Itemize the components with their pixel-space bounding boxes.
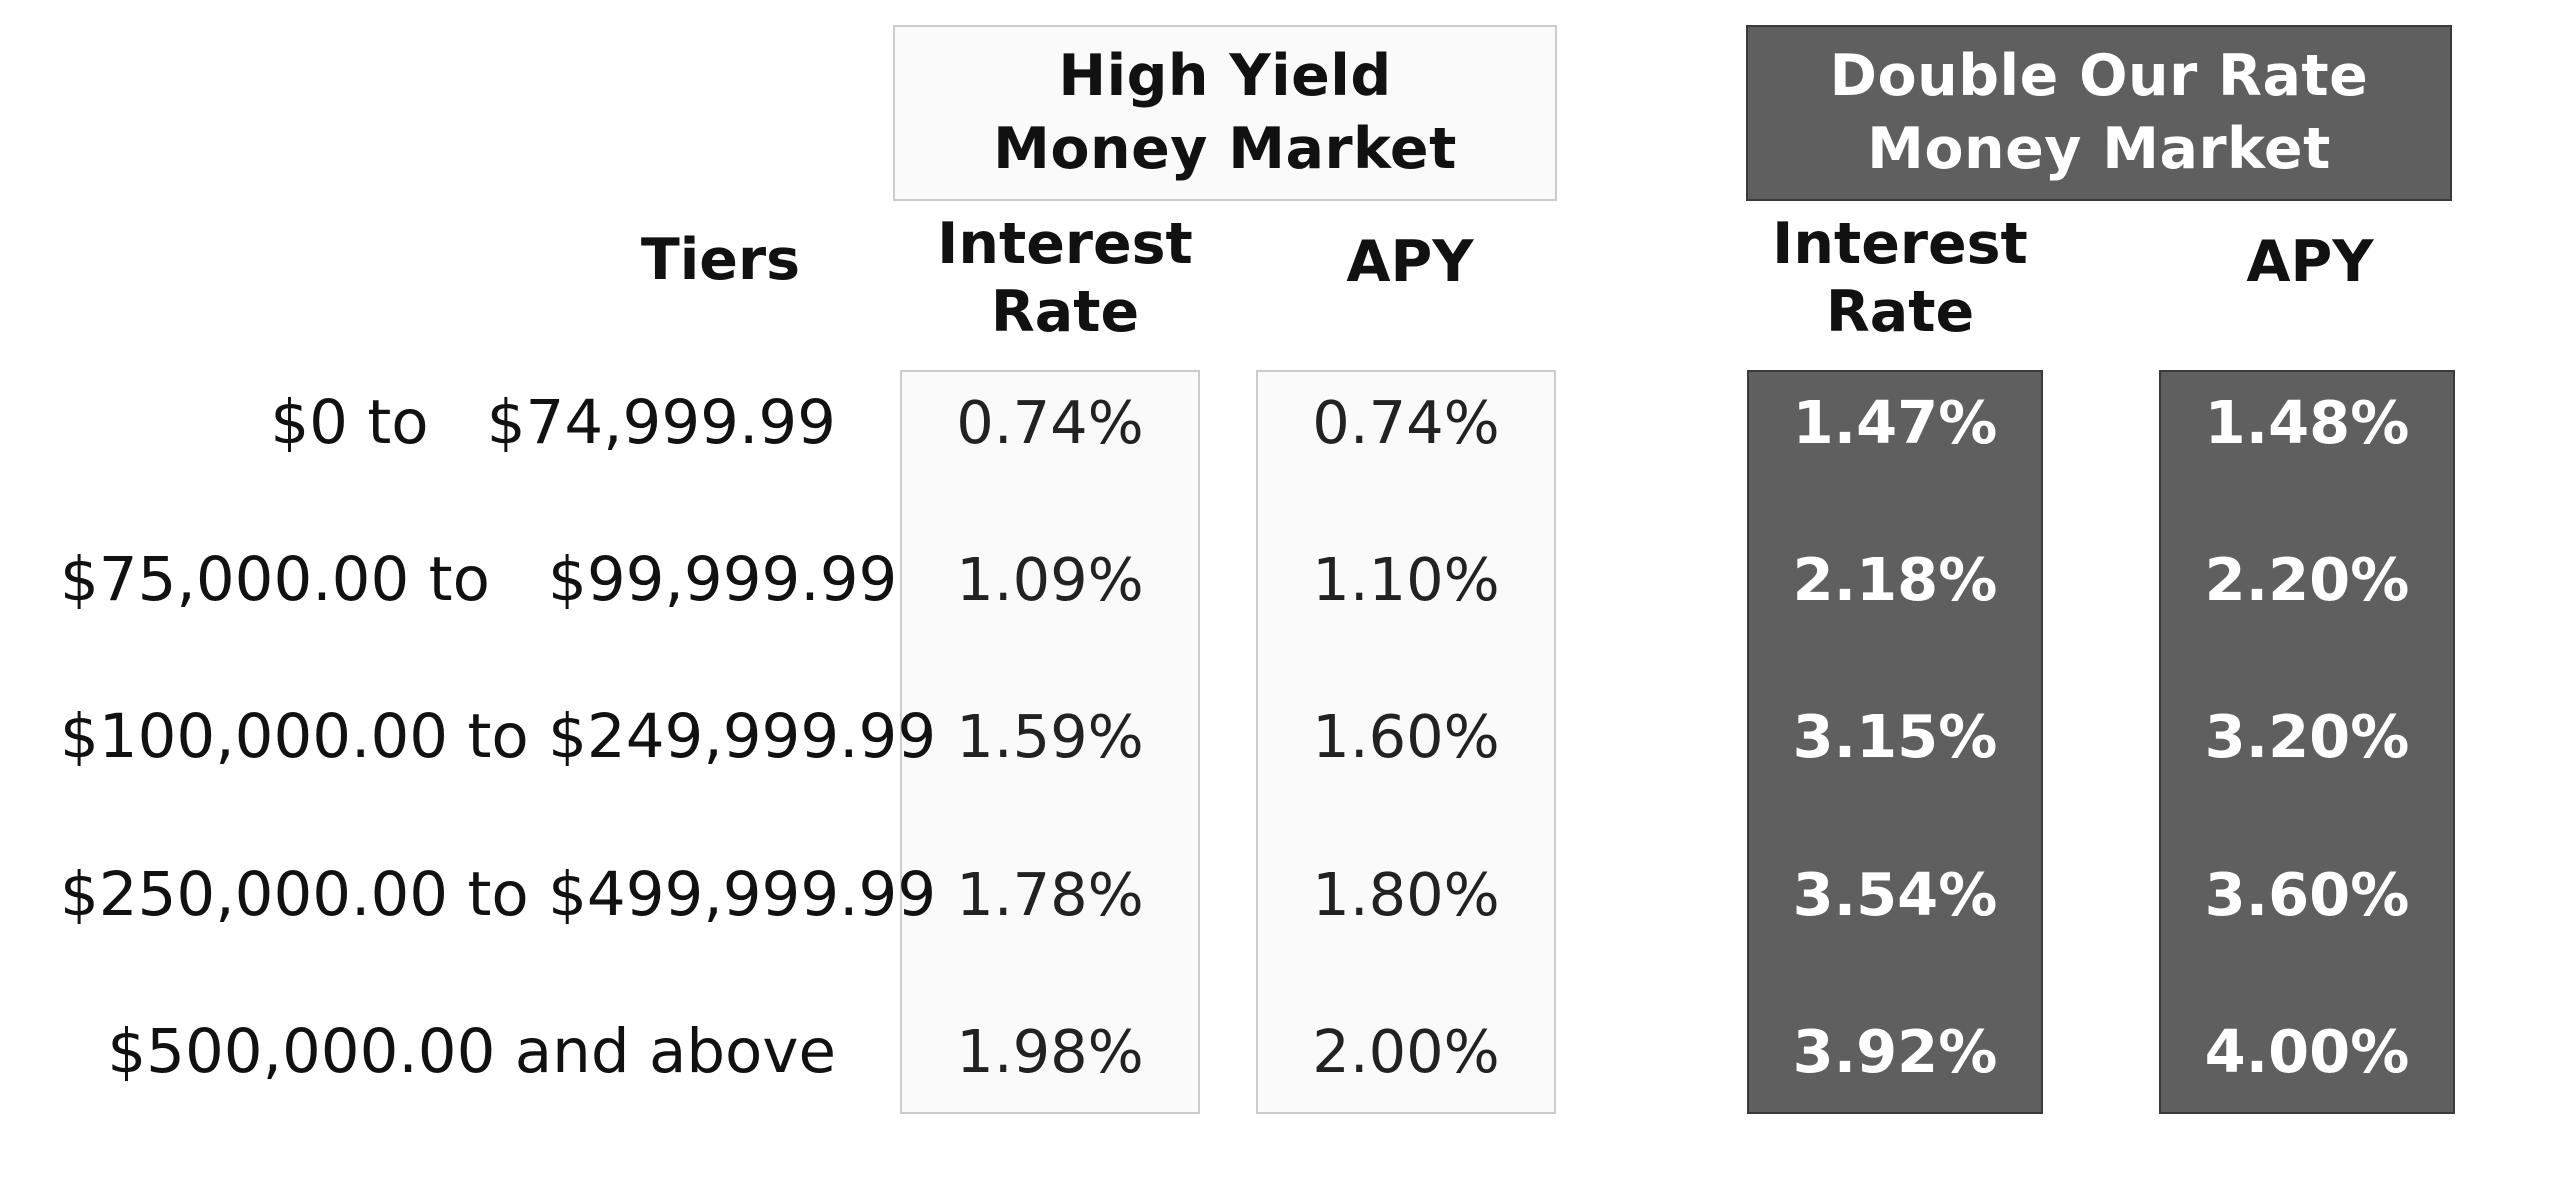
hy-apy-header: APY [1346, 229, 1474, 295]
tiers-header: Tiers [640, 227, 800, 293]
dr-apy-value: 3.20% [2204, 702, 2410, 771]
dr-interest-rate-column [1747, 370, 2043, 1114]
hy-apy-value: 0.74% [1312, 388, 1500, 457]
dr-apy-value: 2.20% [2204, 545, 2410, 614]
high-yield-title-line1: High Yield [1058, 43, 1392, 109]
hy-apy-value: 1.60% [1312, 702, 1500, 771]
hy-interest-rate-value: 1.78% [956, 860, 1144, 929]
hy-interest-rate-header: Interest Rate [900, 210, 1230, 346]
tier-label: $0 to $74,999.99 [270, 387, 836, 458]
hy-apy-value: 1.80% [1312, 860, 1500, 929]
tier-label: $500,000.00 and above [107, 1016, 836, 1087]
hy-apy-value: 2.00% [1312, 1017, 1500, 1086]
dr-interest-rate-header: Interest Rate [1735, 210, 2065, 346]
hy-interest-rate-header-line1: Interest [937, 211, 1193, 277]
high-yield-title-line2: Money Market [993, 116, 1457, 182]
tier-label: $75,000.00 to $99,999.99 [60, 544, 898, 615]
double-rate-title-line2: Money Market [1867, 116, 2331, 182]
dr-interest-rate-header-line1: Interest [1772, 211, 2028, 277]
dr-apy-column [2159, 370, 2455, 1114]
double-rate-header: Double Our Rate Money Market [1746, 25, 2452, 201]
hy-interest-rate-value: 1.98% [956, 1017, 1144, 1086]
tier-label: $100,000.00 to $249,999.99 [60, 701, 937, 772]
dr-interest-rate-value: 3.15% [1792, 702, 1998, 771]
dr-interest-rate-value: 3.54% [1792, 860, 1998, 929]
dr-interest-rate-value: 2.18% [1792, 545, 1998, 614]
tier-label: $250,000.00 to $499,999.99 [60, 859, 937, 930]
dr-interest-rate-value: 1.47% [1792, 388, 1998, 457]
hy-interest-rate-value: 1.59% [956, 702, 1144, 771]
dr-apy-value: 3.60% [2204, 860, 2410, 929]
double-rate-title-line1: Double Our Rate [1829, 43, 2369, 109]
dr-interest-rate-value: 3.92% [1792, 1017, 1998, 1086]
hy-apy-column [1256, 370, 1556, 1114]
high-yield-header: High Yield Money Market [893, 25, 1557, 201]
dr-apy-value: 4.00% [2204, 1017, 2410, 1086]
dr-apy-header: APY [2246, 229, 2374, 295]
hy-interest-rate-value: 0.74% [956, 388, 1144, 457]
hy-interest-rate-header-line2: Rate [990, 279, 1140, 345]
hy-apy-value: 1.10% [1312, 545, 1500, 614]
hy-interest-rate-value: 1.09% [956, 545, 1144, 614]
dr-apy-value: 1.48% [2204, 388, 2410, 457]
dr-interest-rate-header-line2: Rate [1825, 279, 1975, 345]
hy-interest-rate-column [900, 370, 1200, 1114]
